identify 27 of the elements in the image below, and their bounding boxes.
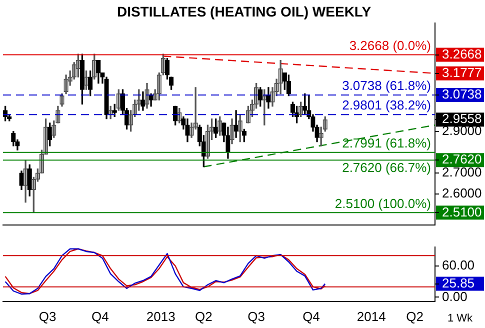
x-tick-label: Q3 (38, 308, 56, 324)
x-tick-label: 2013 (146, 308, 176, 324)
y-tick-label: 25.85 (442, 275, 475, 290)
y-tick-label: 3.0738 (442, 86, 482, 102)
y-tick-label: 3.2668 (442, 46, 482, 62)
x-tick-label: Q4 (302, 308, 320, 324)
x-tick-label: 2014 (356, 308, 386, 324)
ref-line-label: 3.2668 (0.0%) (349, 38, 431, 53)
text: 1 Wk (447, 312, 474, 325)
x-tick-label: Q4 (91, 308, 109, 324)
ref-line-label: 2.7991 (61.8%) (342, 135, 431, 150)
y-tick-label: 3.1777 (442, 64, 482, 80)
x-tick-label: Q2 (195, 308, 212, 324)
y-tick-label: 2.6000 (442, 185, 482, 200)
ref-line-label: 2.5100 (100.0%) (334, 196, 431, 211)
ref-line-label: 2.7620 (66.7%) (342, 160, 431, 176)
ref-line-label: 3.0738 (61.8%) (342, 78, 431, 94)
x-tick-label: Q2 (406, 308, 424, 324)
y-tick-label: 2.9558 (442, 111, 482, 126)
y-tick-label: 60.00 (442, 258, 475, 273)
y-tick-label: 2.7000 (442, 164, 482, 180)
ref-line-label: 2.9801 (38.2%) (342, 98, 431, 113)
chart-title: DISTILLATES (HEATING OIL) WEEKLY (116, 3, 372, 20)
x-tick-label: Q3 (248, 308, 265, 324)
y-tick-label: 0.00 (442, 288, 468, 304)
y-tick-label: 2.5100 (442, 204, 482, 220)
y-tick-label: 2.7620 (442, 152, 482, 167)
